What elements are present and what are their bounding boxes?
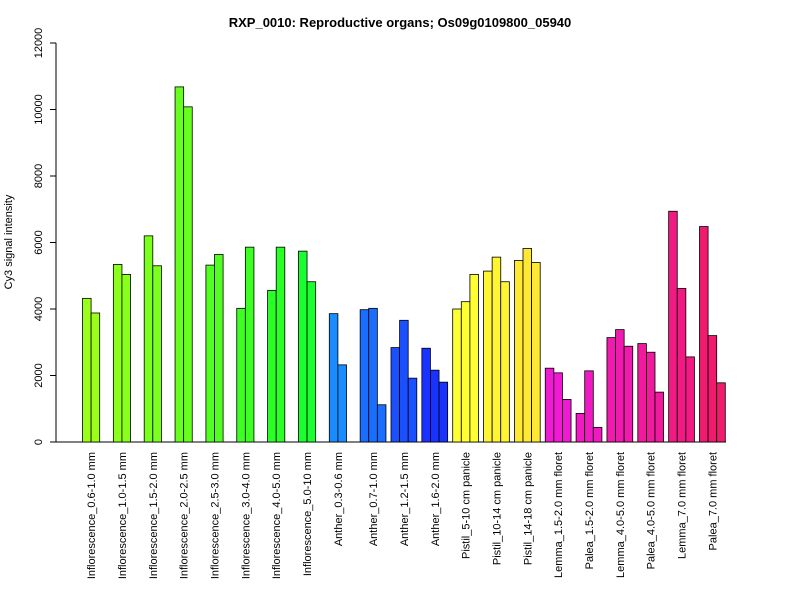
- category-label: Inflorescence_2.0-2.5 mm: [179, 452, 191, 579]
- bar: [514, 260, 524, 443]
- y-tick-label: 12000: [33, 28, 45, 59]
- bar: [390, 347, 401, 443]
- category-label: Inflorescence_3.0-4.0 mm: [240, 452, 252, 579]
- bar: [205, 264, 215, 443]
- bar: [143, 235, 154, 443]
- bar: [121, 274, 131, 443]
- bar: [236, 307, 246, 443]
- y-tick-label: 8000: [33, 164, 45, 188]
- bar: [267, 289, 277, 443]
- bar: [685, 356, 695, 443]
- bar: [90, 312, 101, 443]
- category-label: Inflorescence_1.5-2.0 mm: [148, 452, 160, 579]
- category-label: Inflorescence_4.0-5.0 mm: [271, 452, 283, 579]
- category-label: Pistil_14-18 cm panicle: [522, 452, 534, 565]
- chart-title: RXP_0010: Reproductive organs; Os09g0109…: [229, 15, 572, 30]
- bar: [483, 270, 493, 443]
- bar: [152, 265, 162, 443]
- category-label: Inflorescence_1.0-1.5 mm: [117, 452, 129, 579]
- category-label: Inflorescence_0.6-1.0 mm: [86, 452, 98, 579]
- category-label: Palea_4.0-5.0 mm floret: [646, 452, 658, 569]
- category-label: Anther_0.7-1.0 mm: [368, 452, 380, 546]
- category-label: Pistil_10-14 cm panicle: [491, 452, 503, 565]
- bar: [298, 250, 308, 443]
- bar: [654, 391, 665, 443]
- bar: [82, 297, 92, 443]
- bar: [359, 309, 370, 443]
- category-label: Lemma_1.5-2.0 mm floret: [553, 452, 565, 578]
- bar: [244, 246, 255, 443]
- bar: [676, 287, 687, 443]
- bar: [452, 308, 462, 443]
- bar: [615, 329, 625, 443]
- bar: [183, 106, 193, 443]
- bar: [562, 399, 572, 443]
- category-label: Palea_1.5-2.0 mm floret: [584, 452, 596, 569]
- bar: [399, 319, 409, 443]
- category-label: Anther_1.6-2.0 mm: [430, 452, 442, 546]
- category-label: Anther_1.2-1.5 mm: [399, 452, 411, 546]
- bar: [637, 343, 647, 443]
- bar: [306, 281, 317, 443]
- bar: [623, 345, 634, 443]
- bar: [430, 369, 440, 443]
- category-label: Pistil_5-10 cm panicle: [461, 452, 473, 559]
- bar: [368, 307, 378, 443]
- bar: [328, 313, 339, 443]
- bar: [668, 210, 678, 443]
- bar: [469, 274, 479, 443]
- y-tick-label: 6000: [33, 230, 45, 254]
- y-axis-label: Cy3 signal intensity: [3, 194, 15, 289]
- bar: [553, 372, 563, 443]
- bar: [592, 426, 603, 443]
- y-ticks: 0 2000 4000 6000 8000 10000 12000: [33, 28, 56, 445]
- y-tick-label: 2000: [33, 363, 45, 387]
- bar: [544, 367, 555, 443]
- bar: [575, 413, 586, 443]
- bar: [491, 256, 502, 443]
- bar: [174, 86, 185, 443]
- bar: [112, 264, 123, 443]
- category-label: Inflorescence_5.0-10 mm: [302, 452, 314, 576]
- bar: [438, 381, 449, 443]
- bar: [606, 337, 616, 443]
- category-label: Palea_7.0 mm floret: [707, 452, 719, 550]
- bar: [699, 226, 709, 443]
- bar: [522, 248, 533, 443]
- bar: [584, 370, 594, 443]
- bar: [214, 254, 224, 443]
- bar: [646, 351, 656, 443]
- y-tick-label: 4000: [33, 297, 45, 321]
- y-tick-label: 10000: [33, 94, 45, 125]
- bar: [337, 364, 347, 443]
- bar: [275, 246, 286, 443]
- bar: [407, 377, 418, 443]
- bar: [707, 335, 718, 443]
- bar: [376, 404, 387, 443]
- bar: [460, 301, 471, 443]
- category-label: Inflorescence_2.5-3.0 mm: [210, 452, 222, 579]
- category-label: Lemma_7.0 mm floret: [677, 452, 689, 559]
- bar: [716, 382, 726, 443]
- bar: [500, 281, 510, 443]
- category-labels: Inflorescence_0.6-1.0 mm Inflorescence_1.…: [86, 452, 719, 579]
- bar: [531, 262, 541, 443]
- category-label: Lemma_4.0-5.0 mm floret: [615, 452, 627, 578]
- bar: [421, 347, 431, 443]
- category-label: Anther_0.3-0.6 mm: [333, 452, 345, 546]
- bars: [82, 86, 726, 443]
- y-tick-label: 0: [33, 439, 45, 445]
